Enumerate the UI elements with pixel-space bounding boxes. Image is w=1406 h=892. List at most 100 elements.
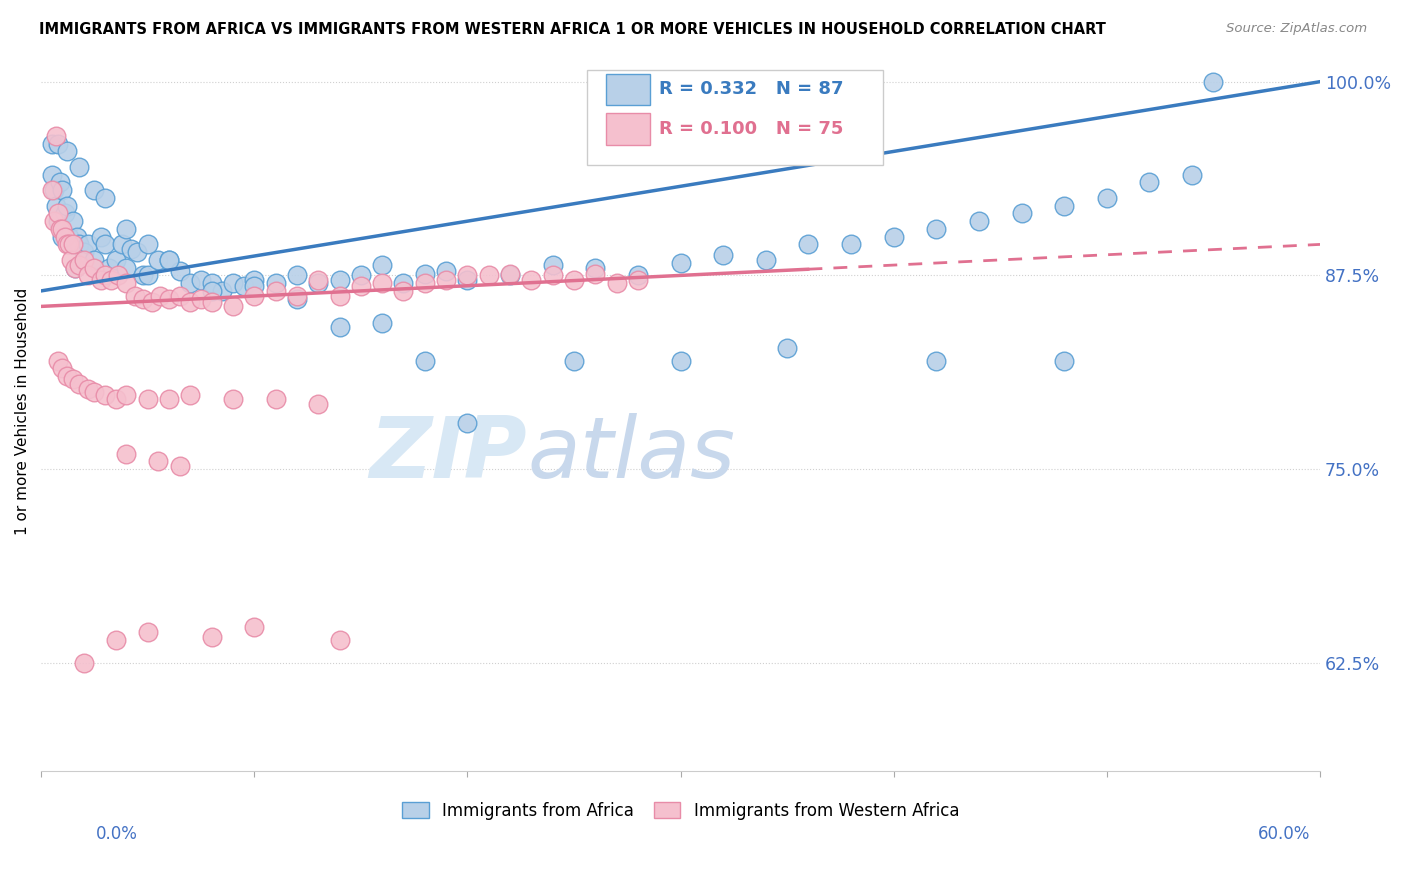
Point (136, 392, 159, 407)
Point (157, 292, 180, 306)
Point (222, 300, 245, 314)
Point (1181, 168, 1204, 182)
Point (169, 264, 191, 278)
Point (136, 268, 159, 283)
Point (243, 288, 266, 302)
Point (264, 284, 287, 298)
Point (46, 353, 69, 368)
Text: 60.0%: 60.0% (1258, 825, 1310, 843)
Point (69, 160, 91, 174)
Point (190, 292, 212, 306)
Point (328, 273, 350, 287)
Point (839, 237, 862, 252)
Point (62, 214, 84, 228)
Point (627, 268, 650, 283)
Point (45, 199, 67, 213)
Point (157, 392, 180, 407)
Point (222, 276, 245, 290)
Point (606, 276, 628, 290)
Point (1202, 75, 1225, 89)
Point (456, 273, 478, 287)
Point (63, 260, 86, 275)
Point (307, 273, 329, 287)
Point (41, 183, 63, 197)
Point (107, 268, 129, 283)
Point (179, 276, 201, 290)
Point (115, 388, 138, 402)
Text: IMMIGRANTS FROM AFRICA VS IMMIGRANTS FROM WESTERN AFRICA 1 OR MORE VEHICLES IN H: IMMIGRANTS FROM AFRICA VS IMMIGRANTS FRO… (39, 22, 1107, 37)
Point (90, 273, 112, 287)
Point (100, 273, 122, 287)
Point (755, 252, 778, 267)
Point (73, 245, 96, 260)
Point (201, 276, 224, 290)
Point (69, 237, 91, 252)
Point (307, 276, 329, 290)
Point (967, 214, 990, 228)
Point (1053, 353, 1076, 368)
Point (62, 237, 84, 252)
Point (69, 258, 91, 272)
Point (285, 292, 308, 306)
Point (1053, 199, 1076, 213)
Text: R = 0.332   N = 87: R = 0.332 N = 87 (659, 80, 844, 98)
Point (776, 341, 799, 355)
Point (285, 268, 308, 283)
Point (53, 206, 76, 220)
Point (541, 268, 564, 283)
Text: atlas: atlas (527, 413, 735, 496)
Point (478, 268, 501, 283)
Point (83, 183, 105, 197)
Point (115, 222, 138, 236)
Point (58, 237, 80, 252)
Point (392, 284, 415, 298)
Point (149, 288, 172, 302)
Point (562, 353, 585, 368)
Point (413, 267, 436, 281)
Point (222, 392, 245, 407)
Point (83, 260, 105, 275)
Point (120, 242, 142, 256)
Point (264, 392, 287, 407)
Y-axis label: 1 or more Vehicles in Household: 1 or more Vehicles in Household (15, 287, 30, 534)
Point (63, 260, 86, 275)
Point (157, 252, 180, 267)
Point (350, 268, 373, 283)
Point (49, 222, 72, 236)
Point (583, 260, 606, 275)
Point (66, 229, 89, 244)
Point (111, 237, 134, 252)
Point (83, 384, 105, 399)
Point (179, 294, 201, 309)
Point (413, 276, 436, 290)
Point (201, 630, 224, 644)
Point (53, 229, 76, 244)
Point (59, 237, 82, 252)
Point (264, 276, 287, 290)
Point (51, 222, 73, 236)
Point (201, 284, 224, 298)
Point (243, 273, 266, 287)
Point (59, 252, 82, 267)
Point (243, 279, 266, 293)
Text: ZIP: ZIP (370, 413, 527, 496)
Point (124, 288, 146, 302)
Point (55, 145, 77, 159)
Point (434, 273, 457, 287)
Point (98, 260, 121, 275)
Point (42, 183, 65, 197)
Point (307, 397, 329, 411)
Text: R = 0.100   N = 75: R = 0.100 N = 75 (659, 120, 844, 137)
Point (797, 237, 820, 252)
Point (456, 268, 478, 283)
Point (55, 237, 77, 252)
Point (211, 284, 233, 298)
Point (328, 319, 350, 334)
Point (669, 256, 692, 270)
Point (627, 273, 650, 287)
Point (1011, 206, 1033, 220)
Point (583, 267, 606, 281)
Point (51, 361, 73, 376)
Point (77, 268, 100, 283)
Point (179, 388, 201, 402)
